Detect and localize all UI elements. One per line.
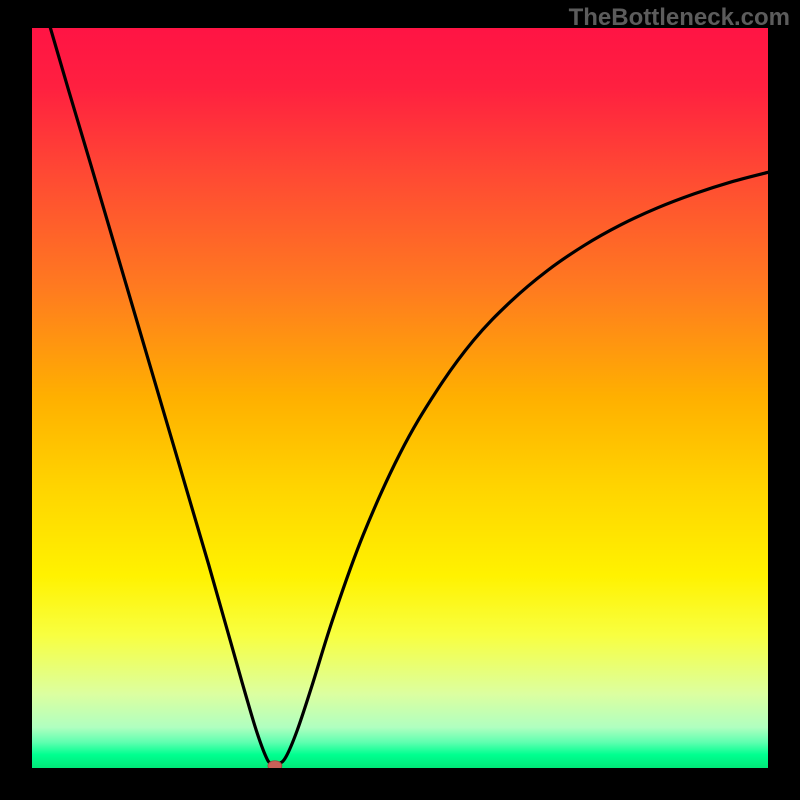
optimum-marker (268, 761, 282, 768)
bottleneck-chart (32, 28, 768, 768)
attribution-text: TheBottleneck.com (569, 4, 790, 32)
chart-background (32, 28, 768, 768)
